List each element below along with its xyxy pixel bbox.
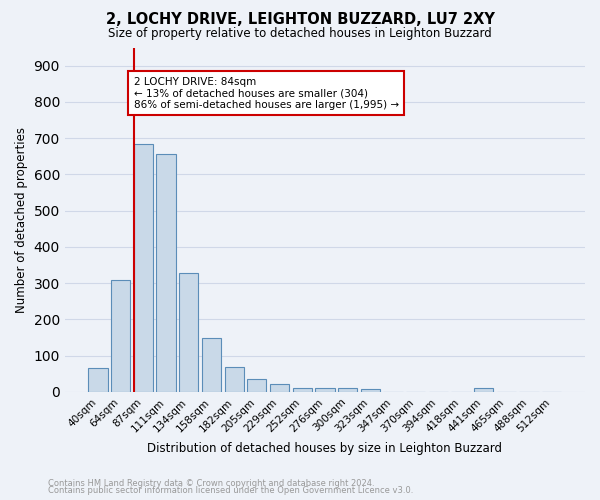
Bar: [134, 144, 153, 392]
Bar: [111, 280, 130, 392]
X-axis label: Distribution of detached houses by size in Leighton Buzzard: Distribution of detached houses by size …: [148, 442, 502, 455]
Bar: [247, 380, 266, 392]
Bar: [224, 368, 244, 392]
Bar: [202, 338, 221, 392]
Bar: [338, 388, 357, 392]
Bar: [270, 384, 289, 392]
Text: 2 LOCHY DRIVE: 84sqm
← 13% of detached houses are smaller (304)
86% of semi-deta: 2 LOCHY DRIVE: 84sqm ← 13% of detached h…: [134, 76, 399, 110]
Bar: [179, 273, 199, 392]
Y-axis label: Number of detached properties: Number of detached properties: [15, 126, 28, 312]
Text: Contains HM Land Registry data © Crown copyright and database right 2024.: Contains HM Land Registry data © Crown c…: [48, 478, 374, 488]
Text: 2, LOCHY DRIVE, LEIGHTON BUZZARD, LU7 2XY: 2, LOCHY DRIVE, LEIGHTON BUZZARD, LU7 2X…: [106, 12, 494, 28]
Bar: [361, 389, 380, 392]
Bar: [157, 154, 176, 392]
Bar: [315, 388, 335, 392]
Text: Contains public sector information licensed under the Open Government Licence v3: Contains public sector information licen…: [48, 486, 413, 495]
Bar: [88, 368, 108, 392]
Text: Size of property relative to detached houses in Leighton Buzzard: Size of property relative to detached ho…: [108, 28, 492, 40]
Bar: [293, 388, 312, 392]
Bar: [474, 388, 493, 392]
